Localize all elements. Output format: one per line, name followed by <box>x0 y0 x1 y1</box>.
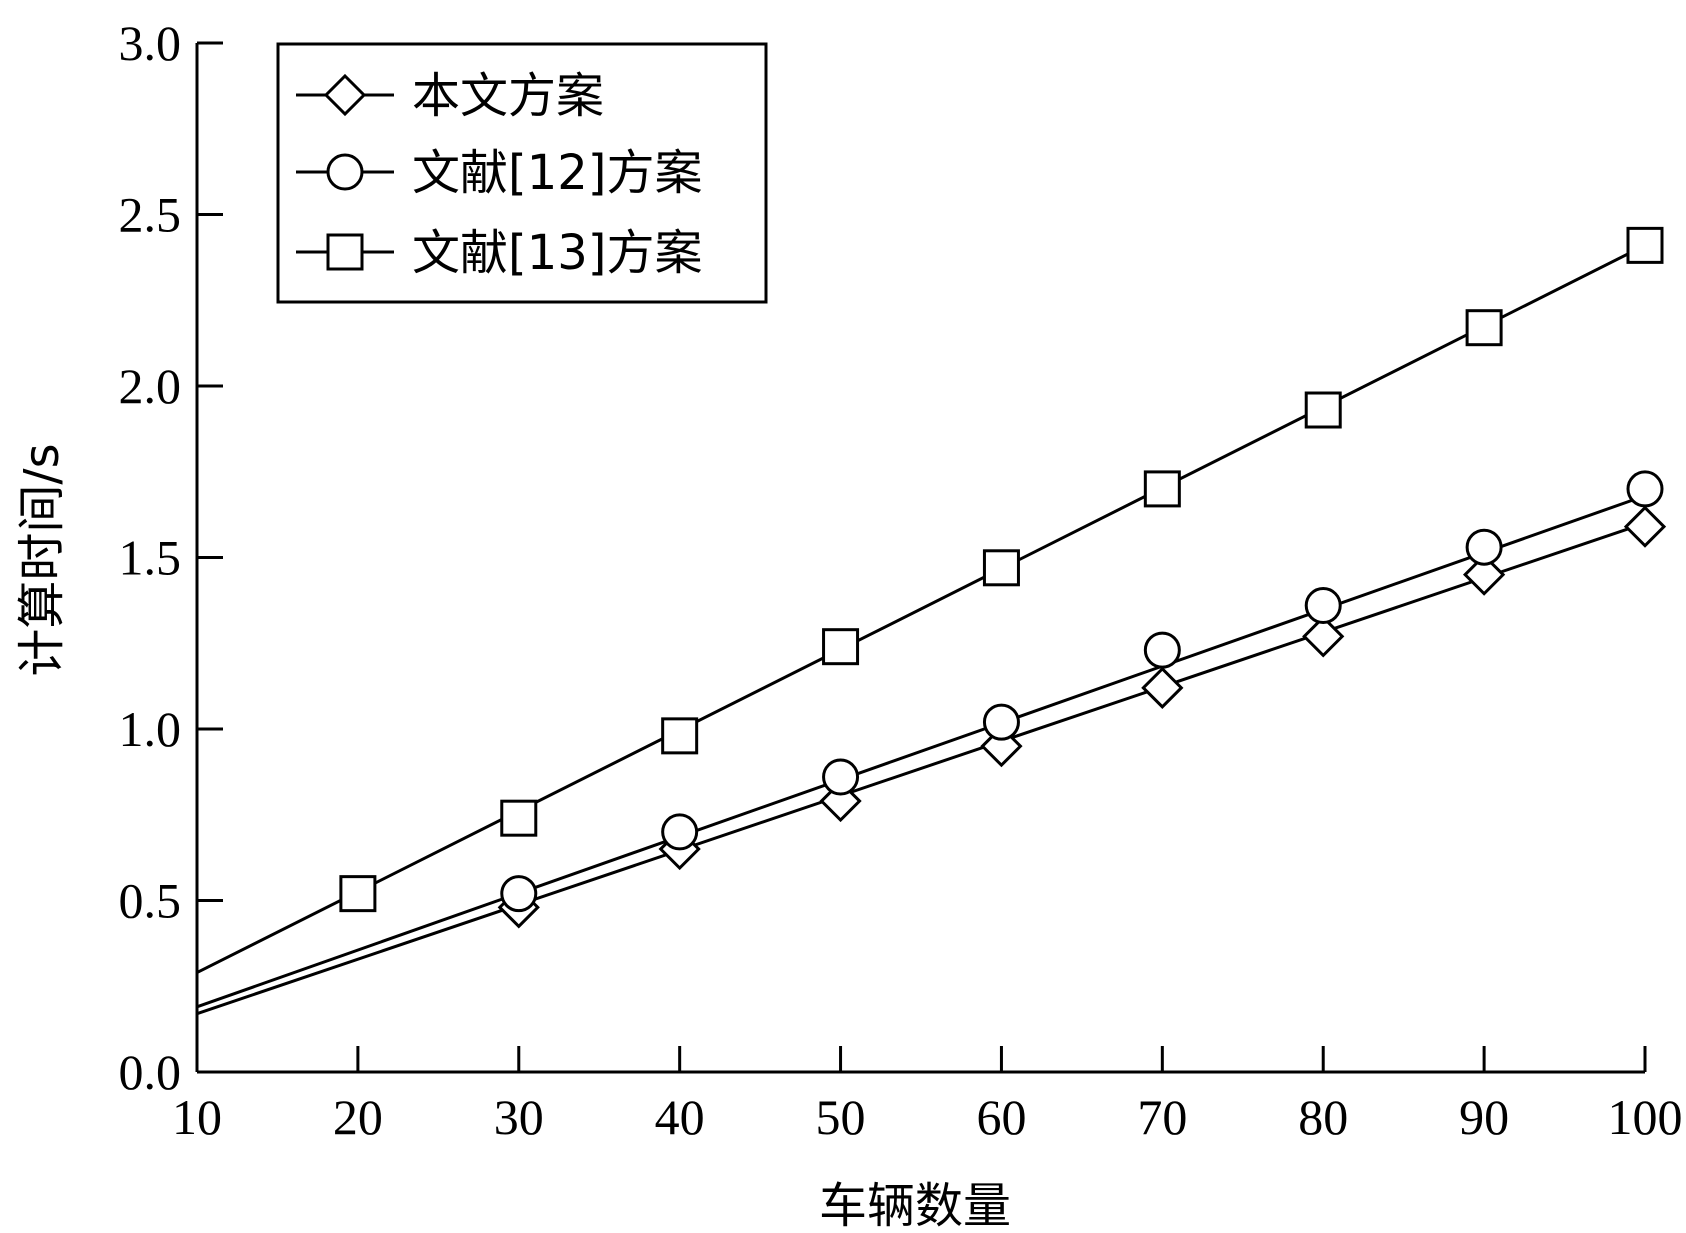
x-axis-title: 车辆数量 <box>819 1178 1011 1233</box>
data-point-diamond <box>1623 505 1667 548</box>
data-point-square <box>982 549 1020 587</box>
data-point-circle <box>1304 587 1342 625</box>
series-line <box>196 244 1646 974</box>
y-tick-label: 1.5 <box>119 530 182 586</box>
y-tick-label: 0.5 <box>119 873 182 929</box>
data-point-diamond <box>1462 553 1506 596</box>
data-point-square <box>1465 309 1503 347</box>
x-tick-label: 50 <box>816 1089 866 1145</box>
data-point-circle <box>982 703 1020 741</box>
legend-item: 文献[13]方案 <box>296 225 703 281</box>
legend-label: 文献[13]方案 <box>412 225 703 281</box>
y-tick-label: 2.5 <box>119 187 182 243</box>
series-line <box>196 494 1646 1009</box>
x-tick-label: 60 <box>976 1089 1026 1145</box>
y-ticks: 0.0 0.5 1.0 1.5 2.0 2.5 3.0 <box>119 15 223 1100</box>
data-point-square <box>339 875 377 913</box>
series-3 <box>196 226 1664 974</box>
x-tick-label: 80 <box>1298 1089 1348 1145</box>
y-tick-label: 2.0 <box>119 358 182 414</box>
data-point-circle <box>1626 470 1664 508</box>
data-point-circle <box>822 758 860 796</box>
data-point-square <box>1143 470 1181 508</box>
x-tick-label: 20 <box>333 1089 383 1145</box>
legend-marker-square <box>326 233 364 271</box>
series-1 <box>196 505 1667 1016</box>
y-tick-label: 0.0 <box>119 1044 182 1100</box>
y-tick-label: 1.0 <box>119 701 182 757</box>
legend-label: 本文方案 <box>412 68 604 124</box>
x-tick-label: 90 <box>1459 1089 1509 1145</box>
data-point-circle <box>1465 528 1503 566</box>
legend-item: 文献[12]方案 <box>296 145 703 201</box>
legend-marker-diamond <box>323 73 367 117</box>
data-point-circle <box>500 875 538 913</box>
legend-label: 文献[12]方案 <box>412 145 703 201</box>
x-tick-label: 100 <box>1608 1089 1683 1145</box>
x-tick-label: 70 <box>1137 1089 1187 1145</box>
data-point-square <box>1626 226 1664 264</box>
data-point-diamond <box>1302 615 1345 658</box>
x-tick-label: 10 <box>172 1089 222 1145</box>
data-point-square <box>822 628 860 666</box>
y-axis-title: 计算时间/s <box>14 443 70 676</box>
x-tick-label: 30 <box>494 1089 544 1145</box>
y-tick-label: 3.0 <box>119 15 182 71</box>
series-2 <box>196 470 1664 1009</box>
legend-item: 本文方案 <box>296 68 604 124</box>
data-point-square <box>500 799 538 837</box>
data-point-circle <box>661 813 699 851</box>
legend-marker-circle <box>326 153 364 191</box>
series-layer <box>196 226 1667 1016</box>
data-point-square <box>1304 391 1342 429</box>
x-tick-label: 40 <box>655 1089 705 1145</box>
series-line <box>196 521 1646 1016</box>
data-point-diamond <box>1141 666 1184 709</box>
data-point-circle <box>1143 631 1181 669</box>
x-ticks: 10 20 30 40 50 60 70 80 90 100 <box>172 1046 1683 1145</box>
data-point-square <box>661 717 699 755</box>
